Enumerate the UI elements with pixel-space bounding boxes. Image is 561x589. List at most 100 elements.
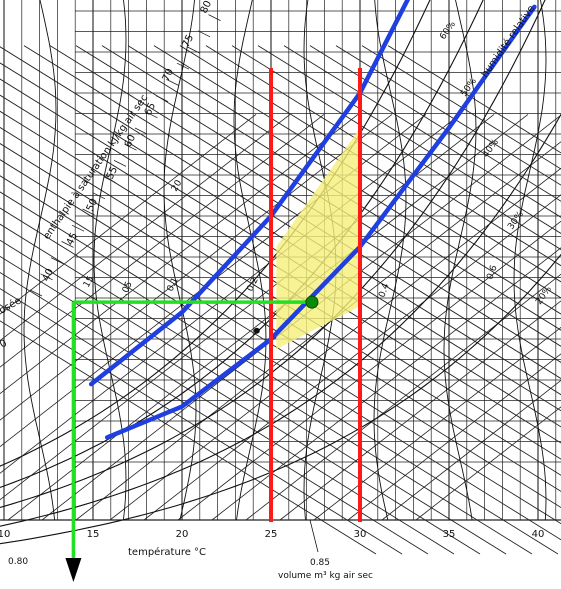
enthalpy-grid-line xyxy=(0,320,377,555)
volume-grid-line xyxy=(211,247,561,521)
ratio-curve xyxy=(23,0,57,521)
enthalpy-grid-line xyxy=(0,62,561,412)
enthalpy-scale-tick xyxy=(29,289,43,297)
volume-grid-line xyxy=(313,326,561,521)
blue-boundary-curve-2 xyxy=(104,4,537,440)
enthalpy-scale-tick xyxy=(145,111,158,119)
volume-grid-line xyxy=(0,114,325,368)
volume-grid-line xyxy=(7,114,529,521)
enthalpy-scale-tick xyxy=(92,192,106,200)
enthalpy-scale-tick xyxy=(134,127,148,135)
down-arrow-icon xyxy=(65,558,82,582)
x-tick-label-20: 20 xyxy=(176,529,189,540)
enthalpy-grid-line xyxy=(23,45,561,380)
rh-label-20: 20% xyxy=(534,284,554,306)
enthalpy-grid-line xyxy=(0,239,507,555)
enthalpy-scale-tick xyxy=(208,14,221,21)
enthalpy-scale-tick xyxy=(166,79,179,86)
volume-grid-line xyxy=(0,114,257,315)
grid-layer xyxy=(0,0,561,555)
ratio-curve xyxy=(163,0,197,521)
enthalpy-grid-line xyxy=(231,45,561,251)
scale-label: 0.2 xyxy=(246,276,261,293)
x-tick-label-25: 25 xyxy=(265,529,278,540)
ratio-curve xyxy=(233,0,267,521)
enthalpy-scale-tick xyxy=(124,143,137,151)
volume-grid-line xyxy=(279,300,561,521)
enthalpy-grid-line xyxy=(0,143,561,492)
relative-humidity-title: humidité relative xyxy=(479,3,538,80)
enthalpy-grid-line xyxy=(387,45,561,154)
rh-curve-60 xyxy=(0,0,431,467)
enthalpy-scale-tick xyxy=(113,160,127,167)
volume-tick-marker xyxy=(309,519,319,553)
x-tick-label-10: 10 xyxy=(0,529,10,540)
enthalpy-tick-label-75: 75 xyxy=(181,33,196,49)
enthalpy-tick-label-60: 60 xyxy=(123,133,138,149)
scale-label: .05 xyxy=(120,280,135,297)
x-tick-label-30: 30 xyxy=(354,529,367,540)
volume-grid-line xyxy=(109,167,561,521)
enthalpy-scale-tick xyxy=(40,273,53,281)
x-axis-title: température °C xyxy=(128,546,206,558)
enthalpy-tick-label-80: 80 xyxy=(199,0,214,15)
volume-axis-title: volume m³ kg air sec xyxy=(278,571,373,581)
x-tick-label-35: 35 xyxy=(443,529,456,540)
volume-grid-line xyxy=(177,220,561,521)
enthalpy-grid-line xyxy=(127,45,561,315)
scale-label: 0.6 xyxy=(485,264,499,281)
volume-grid-line xyxy=(143,194,561,521)
enthalpy-grid-line xyxy=(101,45,561,331)
enthalpy-tick-label-50: 50 xyxy=(85,197,100,213)
enthalpy-scale-tick xyxy=(82,208,95,216)
enthalpy-grid-line xyxy=(179,45,561,283)
enthalpy-grid-line xyxy=(283,45,561,218)
volume-grid-line xyxy=(245,273,561,521)
enthalpy-scale-tick xyxy=(155,95,169,102)
enthalpy-grid-line xyxy=(0,207,559,555)
enthalpy-grid-line xyxy=(0,175,561,525)
x-tick-label-40: 40 xyxy=(532,529,545,540)
volume-tick-label: 0.80 xyxy=(8,557,28,567)
scale-label: 0.4 xyxy=(377,282,391,299)
enthalpy-tick-label-55: 55 xyxy=(105,165,120,181)
volume-grid-line xyxy=(0,114,393,421)
comfort-zone xyxy=(276,127,360,350)
enthalpy-grid-line xyxy=(0,288,429,555)
curve-layer xyxy=(65,0,537,582)
blue-boundary-curve-1 xyxy=(88,0,411,387)
rh-label-30: 30% xyxy=(506,209,526,231)
volume-grid-line xyxy=(0,114,461,474)
enthalpy-tick-label-65: 65 xyxy=(143,101,158,117)
rh-curve-20 xyxy=(0,253,561,545)
enthalpy-grid-line xyxy=(0,304,403,555)
scale-label: 15 xyxy=(82,275,96,290)
x-tick-label-15: 15 xyxy=(87,529,100,540)
enthalpy-scale-tick xyxy=(103,176,116,183)
enthalpy-grid-line xyxy=(75,45,561,347)
enthalpy-grid-line xyxy=(0,46,561,396)
enthalpy-scale-tick xyxy=(61,241,74,248)
ratio-curve xyxy=(443,0,477,521)
ratio-curve xyxy=(373,0,407,521)
volume-grid-line xyxy=(415,406,561,521)
volume-tick-label: 0.85 xyxy=(310,558,330,568)
scale-label: 0.1 xyxy=(166,276,181,293)
enthalpy-scale-tick xyxy=(197,30,211,38)
enthalpy-grid-line xyxy=(0,255,481,555)
enthalpy-tick-label-40: 40 xyxy=(41,267,56,283)
enthalpy-scale-tick xyxy=(71,224,85,232)
volume-grid-line xyxy=(0,114,291,342)
enthalpy-grid-line xyxy=(361,45,561,170)
rh-curve-40 xyxy=(0,0,546,509)
rh-curve-50 xyxy=(0,0,484,489)
enthalpy-grid-line xyxy=(0,223,533,555)
small-state-point xyxy=(253,327,260,334)
state-point xyxy=(305,295,319,309)
enthalpy-grid-line xyxy=(0,271,455,555)
enthalpy-grid-line xyxy=(257,45,561,234)
volume-grid-line xyxy=(347,353,561,521)
enthalpy-grid-line xyxy=(0,159,561,509)
